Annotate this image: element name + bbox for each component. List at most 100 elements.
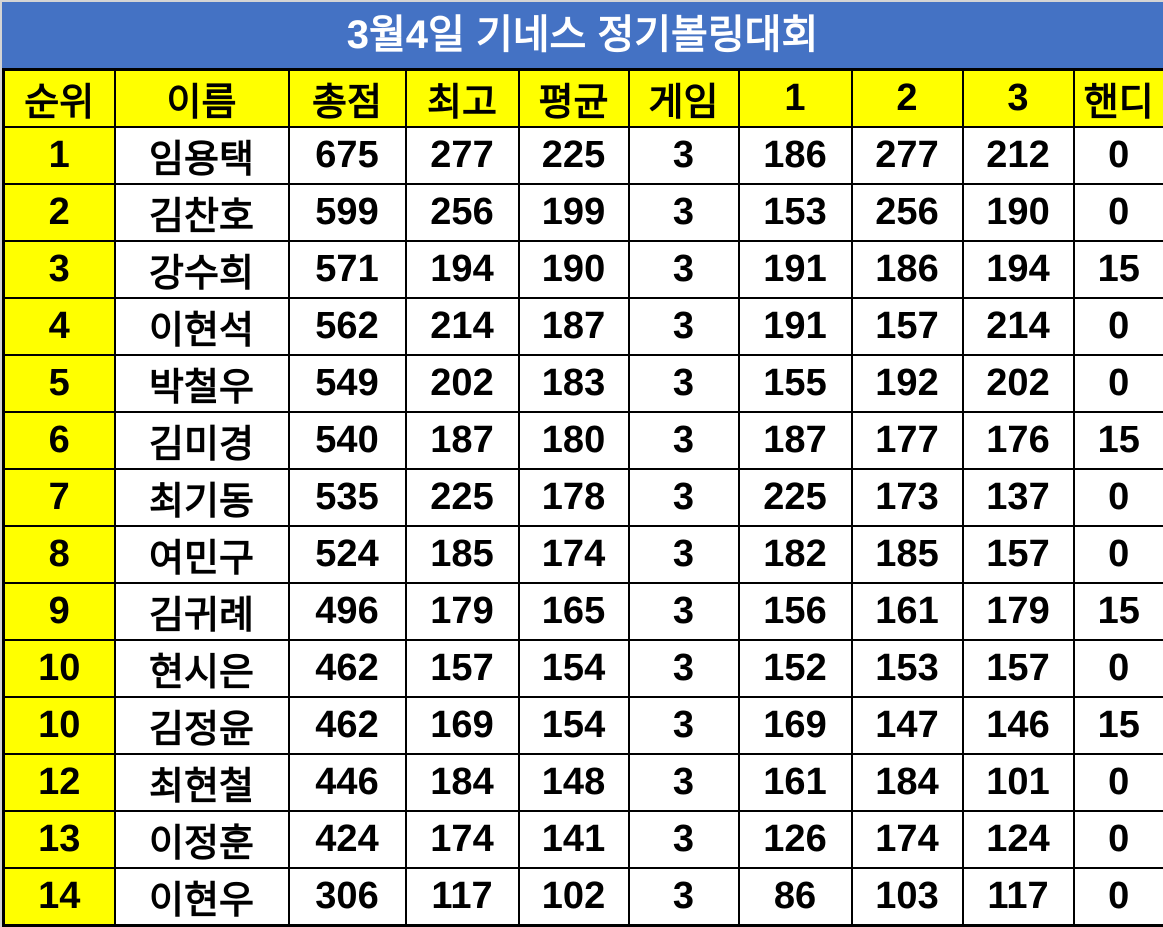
best-cell: 169 [406, 697, 519, 754]
total-cell: 549 [289, 355, 406, 412]
games-cell: 3 [629, 583, 739, 640]
rank-cell: 13 [4, 811, 115, 868]
best-cell: 184 [406, 754, 519, 811]
total-cell: 462 [289, 697, 406, 754]
rank-cell: 12 [4, 754, 115, 811]
name-cell: 이현우 [115, 868, 289, 926]
column-header-game3: 3 [963, 70, 1074, 128]
game2-cell: 153 [852, 640, 963, 697]
games-cell: 3 [629, 754, 739, 811]
column-header-rank: 순위 [4, 70, 115, 128]
handicap-cell: 15 [1074, 241, 1163, 298]
game2-cell: 161 [852, 583, 963, 640]
handicap-cell: 0 [1074, 754, 1163, 811]
handicap-cell: 0 [1074, 811, 1163, 868]
total-cell: 675 [289, 127, 406, 184]
header-row: 순위 이름 총점 최고 평균 게임 1 2 3 핸디 [4, 70, 1163, 128]
game2-cell: 185 [852, 526, 963, 583]
game3-cell: 214 [963, 298, 1074, 355]
rank-cell: 4 [4, 298, 115, 355]
name-cell: 이정훈 [115, 811, 289, 868]
game1-cell: 126 [739, 811, 852, 868]
games-cell: 3 [629, 697, 739, 754]
game3-cell: 157 [963, 526, 1074, 583]
handicap-cell: 0 [1074, 469, 1163, 526]
game1-cell: 182 [739, 526, 852, 583]
total-cell: 424 [289, 811, 406, 868]
games-cell: 3 [629, 127, 739, 184]
column-header-name: 이름 [115, 70, 289, 128]
rank-cell: 3 [4, 241, 115, 298]
title-bar: 3월4일 기네스 정기볼링대회 [2, 2, 1163, 68]
game1-cell: 169 [739, 697, 852, 754]
best-cell: 256 [406, 184, 519, 241]
name-cell: 김찬호 [115, 184, 289, 241]
game3-cell: 137 [963, 469, 1074, 526]
game3-cell: 190 [963, 184, 1074, 241]
game1-cell: 191 [739, 298, 852, 355]
games-cell: 3 [629, 184, 739, 241]
column-header-best: 최고 [406, 70, 519, 128]
best-cell: 157 [406, 640, 519, 697]
total-cell: 306 [289, 868, 406, 926]
average-cell: 148 [519, 754, 629, 811]
handicap-cell: 15 [1074, 697, 1163, 754]
name-cell: 김미경 [115, 412, 289, 469]
average-cell: 180 [519, 412, 629, 469]
game3-cell: 179 [963, 583, 1074, 640]
game1-cell: 187 [739, 412, 852, 469]
total-cell: 562 [289, 298, 406, 355]
handicap-cell: 0 [1074, 298, 1163, 355]
games-cell: 3 [629, 469, 739, 526]
average-cell: 187 [519, 298, 629, 355]
best-cell: 277 [406, 127, 519, 184]
average-cell: 141 [519, 811, 629, 868]
name-cell: 최현철 [115, 754, 289, 811]
game3-cell: 157 [963, 640, 1074, 697]
game3-cell: 146 [963, 697, 1074, 754]
rank-cell: 2 [4, 184, 115, 241]
best-cell: 185 [406, 526, 519, 583]
game1-cell: 186 [739, 127, 852, 184]
name-cell: 박철우 [115, 355, 289, 412]
best-cell: 214 [406, 298, 519, 355]
best-cell: 194 [406, 241, 519, 298]
game1-cell: 152 [739, 640, 852, 697]
rank-cell: 10 [4, 640, 115, 697]
name-cell: 최기동 [115, 469, 289, 526]
average-cell: 165 [519, 583, 629, 640]
column-header-game2: 2 [852, 70, 963, 128]
game1-cell: 156 [739, 583, 852, 640]
best-cell: 174 [406, 811, 519, 868]
game1-cell: 225 [739, 469, 852, 526]
column-header-game1: 1 [739, 70, 852, 128]
total-cell: 524 [289, 526, 406, 583]
games-cell: 3 [629, 868, 739, 926]
games-cell: 3 [629, 298, 739, 355]
game2-cell: 184 [852, 754, 963, 811]
page-title: 3월4일 기네스 정기볼링대회 [347, 15, 819, 55]
game2-cell: 157 [852, 298, 963, 355]
average-cell: 190 [519, 241, 629, 298]
name-cell: 임용택 [115, 127, 289, 184]
game3-cell: 117 [963, 868, 1074, 926]
average-cell: 199 [519, 184, 629, 241]
game2-cell: 147 [852, 697, 963, 754]
game2-cell: 186 [852, 241, 963, 298]
best-cell: 179 [406, 583, 519, 640]
average-cell: 154 [519, 697, 629, 754]
game2-cell: 256 [852, 184, 963, 241]
handicap-cell: 0 [1074, 640, 1163, 697]
average-cell: 183 [519, 355, 629, 412]
